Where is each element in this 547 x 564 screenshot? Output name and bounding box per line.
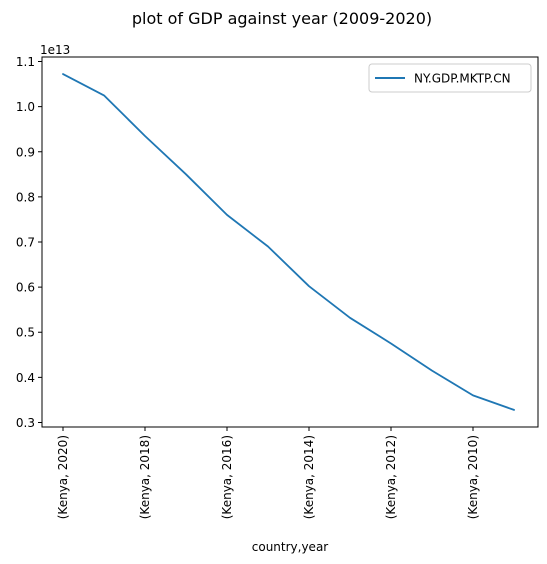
legend: NY.GDP.MKTP.CN xyxy=(368,63,532,93)
x-tick-label: (Kenya, 2010) xyxy=(466,435,480,519)
x-tick-label: (Kenya, 2016) xyxy=(220,435,234,519)
y-tick-label: 0.3 xyxy=(16,416,35,430)
y-tick-label: 0.7 xyxy=(16,236,35,250)
y-tick-label: 0.6 xyxy=(16,281,35,295)
y-tick-label: 0.4 xyxy=(16,371,35,385)
chart-title: plot of GDP against year (2009-2020) xyxy=(132,9,432,28)
legend-label: NY.GDP.MKTP.CN xyxy=(414,72,511,86)
x-tick-label: (Kenya, 2012) xyxy=(384,435,398,519)
x-axis-label: country,year xyxy=(252,540,329,554)
x-tick-label: (Kenya, 2018) xyxy=(138,435,152,519)
series-line xyxy=(62,73,515,411)
y-offset-label: 1e13 xyxy=(40,43,70,57)
x-axis: (Kenya, 2020) (Kenya, 2018) (Kenya, 2016) (… xyxy=(56,427,480,519)
y-tick-label: 0.8 xyxy=(16,190,35,204)
legend-box xyxy=(368,63,532,93)
y-axis: 0.3 0.4 0.5 0.6 0.7 0.8 0.9 1.0 1.1 xyxy=(16,55,42,430)
y-tick-label: 0.5 xyxy=(16,326,35,340)
y-tick-label: 0.9 xyxy=(16,145,35,159)
x-tick-label: (Kenya, 2014) xyxy=(302,435,316,519)
x-tick-label: (Kenya, 2020) xyxy=(56,435,70,519)
y-tick-label: 1.1 xyxy=(16,55,35,69)
plot-frame xyxy=(41,56,539,428)
series-layer xyxy=(62,73,515,411)
y-tick-label: 1.0 xyxy=(16,100,35,114)
